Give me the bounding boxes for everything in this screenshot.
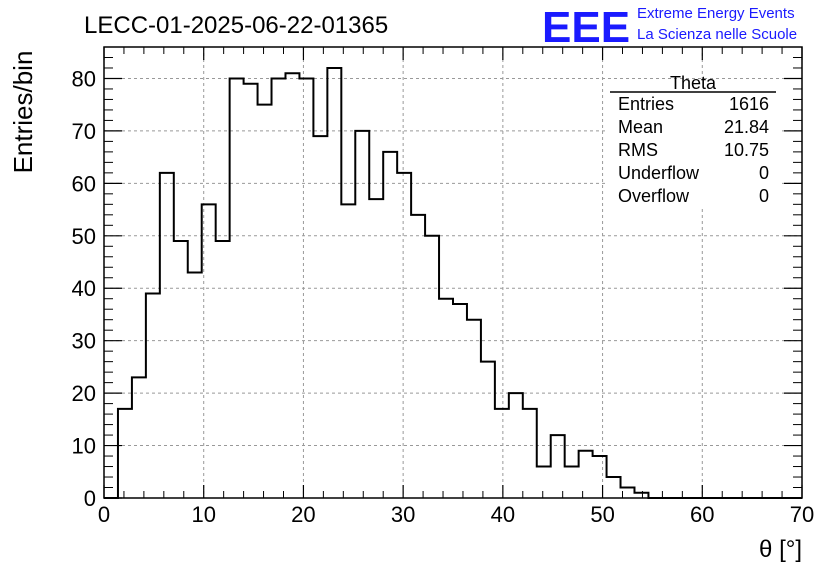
stats-box: Theta Entries 1616 Mean 21.84 RMS 10.75 Underf… bbox=[607, 73, 779, 208]
x-tick-label: 20 bbox=[291, 502, 315, 527]
plot-frame bbox=[103, 46, 803, 499]
stats-box-rows: Entries 1616 Mean 21.84 RMS 10.75 Underflow 0 Ov… bbox=[618, 94, 769, 206]
x-tick-labels: 0 10 20 30 40 50 60 70 bbox=[98, 502, 814, 527]
histogram-bin bbox=[299, 78, 313, 498]
y-tick-label: 60 bbox=[72, 171, 96, 196]
histogram-bin bbox=[607, 477, 621, 498]
histogram-bin bbox=[313, 136, 327, 498]
histogram-bin bbox=[174, 241, 188, 498]
histogram-bin bbox=[146, 293, 160, 498]
stats-value: 0 bbox=[759, 163, 769, 183]
histogram-bin bbox=[425, 236, 439, 498]
histogram-bin bbox=[439, 299, 453, 498]
y-tick-label: 0 bbox=[84, 486, 96, 511]
histogram-bin bbox=[565, 467, 579, 498]
eee-logo-line2: La Scienza nelle Scuole bbox=[637, 26, 797, 43]
y-tick-label: 50 bbox=[72, 224, 96, 249]
histogram-bin bbox=[132, 377, 146, 498]
histogram-bin bbox=[383, 152, 397, 498]
histogram-bin bbox=[216, 241, 230, 498]
y-tick-label: 70 bbox=[72, 119, 96, 144]
histogram-bin bbox=[118, 409, 132, 498]
histogram-bin bbox=[160, 173, 174, 498]
histogram-bin bbox=[467, 320, 481, 498]
histogram-outline bbox=[104, 66, 802, 499]
grid-lines bbox=[104, 47, 802, 498]
histogram-bin bbox=[188, 273, 202, 499]
histogram-bin bbox=[327, 68, 341, 498]
y-tick-labels: 0 10 20 30 40 50 60 70 80 bbox=[72, 66, 96, 511]
stats-label: Mean bbox=[618, 117, 663, 137]
stats-box-background bbox=[607, 80, 779, 208]
y-tick-label: 20 bbox=[72, 381, 96, 406]
histogram-bin bbox=[202, 204, 216, 498]
stats-label: Underflow bbox=[618, 163, 700, 183]
stats-label: Overflow bbox=[618, 186, 690, 206]
y-tick-label: 10 bbox=[72, 434, 96, 459]
x-tick-label: 50 bbox=[590, 502, 614, 527]
histogram-bin bbox=[537, 467, 551, 498]
y-axis-label: Entries/bin bbox=[8, 51, 38, 174]
histogram-bin bbox=[481, 362, 495, 498]
histogram-bin bbox=[411, 215, 425, 498]
stats-value: 21.84 bbox=[724, 117, 769, 137]
histogram-bin bbox=[579, 451, 593, 498]
x-tick-label: 30 bbox=[391, 502, 415, 527]
histogram-bin bbox=[397, 173, 411, 498]
x-axis-label: θ [°] bbox=[759, 536, 802, 563]
x-tick-label: 40 bbox=[491, 502, 515, 527]
histogram-bin bbox=[495, 409, 509, 498]
y-tick-label: 80 bbox=[72, 66, 96, 91]
histogram-bin bbox=[453, 304, 467, 498]
stats-value: 1616 bbox=[729, 94, 769, 114]
y-tick-label: 40 bbox=[72, 276, 96, 301]
histogram-bin bbox=[593, 456, 607, 498]
axis-ticks bbox=[103, 47, 803, 499]
eee-logo: EEE Extreme Energy Events La Scienza nel… bbox=[542, 3, 797, 52]
stats-label: Entries bbox=[618, 94, 674, 114]
histogram-bin bbox=[523, 409, 537, 498]
chart-title: LECC-01-2025-06-22-01365 bbox=[84, 12, 388, 39]
histogram-bin bbox=[369, 199, 383, 498]
eee-logo-mark: EEE bbox=[542, 3, 630, 52]
x-tick-label: 60 bbox=[690, 502, 714, 527]
histogram-bin bbox=[258, 105, 272, 498]
x-tick-label: 0 bbox=[98, 502, 110, 527]
histogram-bin bbox=[341, 204, 355, 498]
histogram-bin bbox=[285, 73, 299, 498]
histogram-bin bbox=[551, 435, 565, 498]
eee-logo-line1: Extreme Energy Events bbox=[637, 5, 795, 22]
histogram-bins bbox=[104, 66, 802, 499]
y-tick-label: 30 bbox=[72, 329, 96, 354]
stats-label: RMS bbox=[618, 140, 658, 160]
histogram-bin bbox=[244, 84, 258, 498]
x-tick-label: 10 bbox=[191, 502, 215, 527]
stats-box-title: Theta bbox=[670, 73, 717, 93]
stats-value: 10.75 bbox=[724, 140, 769, 160]
stats-value: 0 bbox=[759, 186, 769, 206]
x-tick-label: 70 bbox=[790, 502, 814, 527]
histogram-bin bbox=[355, 131, 369, 498]
